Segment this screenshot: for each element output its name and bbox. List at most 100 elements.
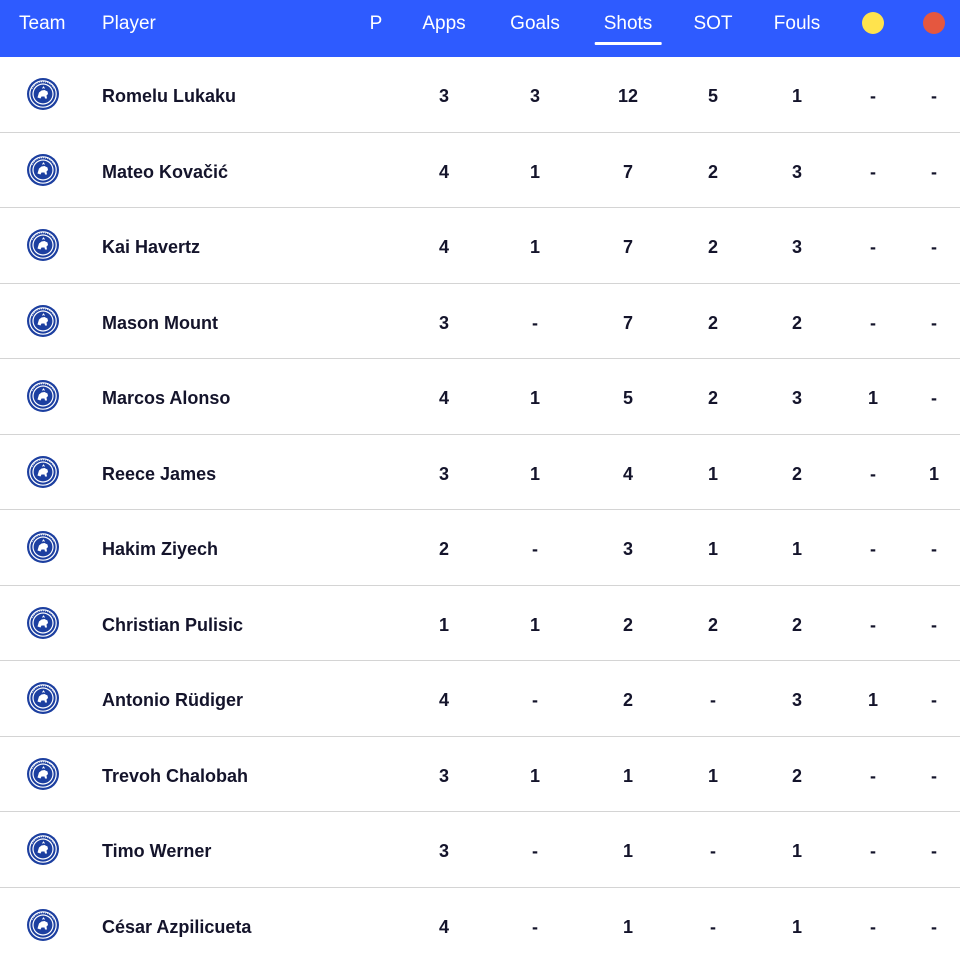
yellow-cards-value: -: [870, 237, 876, 257]
header-shots-sorted[interactable]: Shots: [594, 0, 661, 47]
header-fouls[interactable]: Fouls: [773, 13, 821, 34]
fouls-value: 3: [791, 237, 803, 257]
red-cards-value: -: [931, 237, 937, 257]
sot-value: 1: [707, 765, 719, 786]
player-name[interactable]: Hakim Ziyech: [102, 539, 219, 559]
header-sot[interactable]: SOT: [693, 13, 733, 34]
player-name[interactable]: Christian Pulisic: [102, 614, 244, 635]
apps-value: 3: [438, 765, 450, 786]
shots-value: 1: [622, 765, 634, 786]
table-row[interactable]: Timo Werner 3 - 1 - 1 - -: [0, 812, 960, 888]
table-row[interactable]: Hakim Ziyech 2 - 3 1 1 - -: [0, 510, 960, 586]
yellow-cards-value: -: [870, 841, 876, 861]
goals-value: 1: [529, 765, 541, 786]
table-row[interactable]: Antonio Rüdiger 4 - 2 - 3 1 -: [0, 661, 960, 737]
chelsea-crest-icon: [27, 757, 59, 790]
yellow-card-icon[interactable]: [862, 12, 884, 34]
player-name[interactable]: Marcos Alonso: [102, 388, 231, 408]
table-row[interactable]: Reece James 3 1 4 1 2 - 1: [0, 435, 960, 510]
sot-value: 2: [707, 237, 719, 257]
yellow-cards-value: -: [870, 161, 876, 182]
player-name[interactable]: Mateo Kovačić: [102, 161, 229, 182]
goals-value: 3: [529, 86, 541, 106]
shots-value: 3: [622, 539, 634, 559]
table-row[interactable]: Christian Pulisic 1 1 2 2 2 - -: [0, 586, 960, 661]
player-name[interactable]: Kai Havertz: [102, 237, 201, 257]
shots-value: 4: [622, 463, 634, 484]
yellow-cards-value: -: [870, 86, 876, 106]
chelsea-crest-icon: [27, 153, 59, 186]
player-name[interactable]: Trevoh Chalobah: [102, 765, 249, 786]
header-player[interactable]: Player: [102, 13, 156, 34]
table-row[interactable]: Mateo Kovačić 4 1 7 2 3 - -: [0, 133, 960, 208]
header-goals[interactable]: Goals: [510, 13, 560, 34]
table-row[interactable]: Marcos Alonso 4 1 5 2 3 1 -: [0, 359, 960, 435]
chelsea-crest-icon: [27, 606, 59, 639]
sot-value: 5: [707, 86, 719, 106]
player-name[interactable]: Romelu Lukaku: [102, 86, 237, 106]
table-row[interactable]: Kai Havertz 4 1 7 2 3 - -: [0, 208, 960, 284]
chelsea-crest-icon: [27, 229, 59, 261]
sot-value: -: [710, 916, 716, 937]
chelsea-crest-icon: [27, 304, 59, 337]
yellow-cards-value: -: [870, 463, 876, 484]
table-row[interactable]: César Azpilicueta 4 - 1 - 1 - -: [0, 888, 960, 964]
header-apps[interactable]: Apps: [422, 13, 466, 34]
player-name[interactable]: Reece James: [102, 463, 217, 484]
chelsea-crest-icon: [27, 380, 59, 412]
apps-value: 4: [438, 916, 450, 937]
fouls-value: 2: [791, 614, 803, 635]
red-cards-value: -: [931, 690, 937, 710]
chelsea-crest-icon: [27, 78, 59, 110]
table-body: Romelu Lukaku 3 3 12 5 1 - - Mateo Kovač…: [0, 57, 960, 963]
yellow-cards-value: -: [870, 765, 876, 786]
sot-value: 1: [707, 539, 719, 559]
player-name[interactable]: Timo Werner: [102, 841, 212, 861]
goals-value: -: [532, 312, 538, 333]
sot-value: 2: [707, 312, 719, 333]
fouls-value: 1: [791, 539, 803, 559]
shots-value: 2: [622, 614, 634, 635]
fouls-value: 2: [791, 463, 803, 484]
chelsea-crest-icon: [27, 908, 59, 941]
red-cards-value: -: [931, 161, 937, 182]
player-name[interactable]: Antonio Rüdiger: [102, 690, 243, 710]
table-row[interactable]: Romelu Lukaku 3 3 12 5 1 - -: [0, 57, 960, 133]
yellow-cards-value: 1: [867, 690, 879, 710]
shots-value: 2: [622, 690, 634, 710]
shots-value: 1: [622, 916, 634, 937]
red-cards-value: -: [931, 916, 937, 937]
sot-value: -: [710, 841, 716, 861]
red-cards-value: -: [931, 388, 937, 408]
apps-value: 3: [438, 841, 450, 861]
chelsea-crest-icon: [27, 455, 59, 488]
table-row[interactable]: Mason Mount 3 - 7 2 2 - -: [0, 284, 960, 359]
fouls-value: 3: [791, 388, 803, 408]
red-cards-value: -: [931, 86, 937, 106]
header-team[interactable]: Team: [19, 13, 66, 34]
sot-value: 2: [707, 614, 719, 635]
shots-value: 12: [617, 86, 639, 106]
goals-value: -: [532, 539, 538, 559]
red-cards-value: 1: [928, 463, 940, 484]
apps-value: 3: [438, 86, 450, 106]
shots-value: 7: [622, 237, 634, 257]
apps-value: 1: [438, 614, 450, 635]
player-name[interactable]: César Azpilicueta: [102, 916, 252, 937]
yellow-cards-value: -: [870, 916, 876, 937]
fouls-value: 1: [791, 841, 803, 861]
goals-value: 1: [529, 388, 541, 408]
red-cards-value: -: [931, 841, 937, 861]
player-name[interactable]: Mason Mount: [102, 312, 218, 333]
chelsea-crest-icon: [27, 531, 59, 563]
red-card-icon[interactable]: [923, 12, 945, 34]
fouls-value: 1: [791, 916, 803, 937]
shots-value: 7: [622, 312, 634, 333]
header-p[interactable]: P: [369, 13, 383, 34]
red-cards-value: -: [931, 312, 937, 333]
shots-value: 7: [622, 161, 634, 182]
red-cards-value: -: [931, 765, 937, 786]
table-row[interactable]: Trevoh Chalobah 3 1 1 1 2 - -: [0, 737, 960, 812]
goals-value: -: [532, 690, 538, 710]
sot-value: 2: [707, 388, 719, 408]
